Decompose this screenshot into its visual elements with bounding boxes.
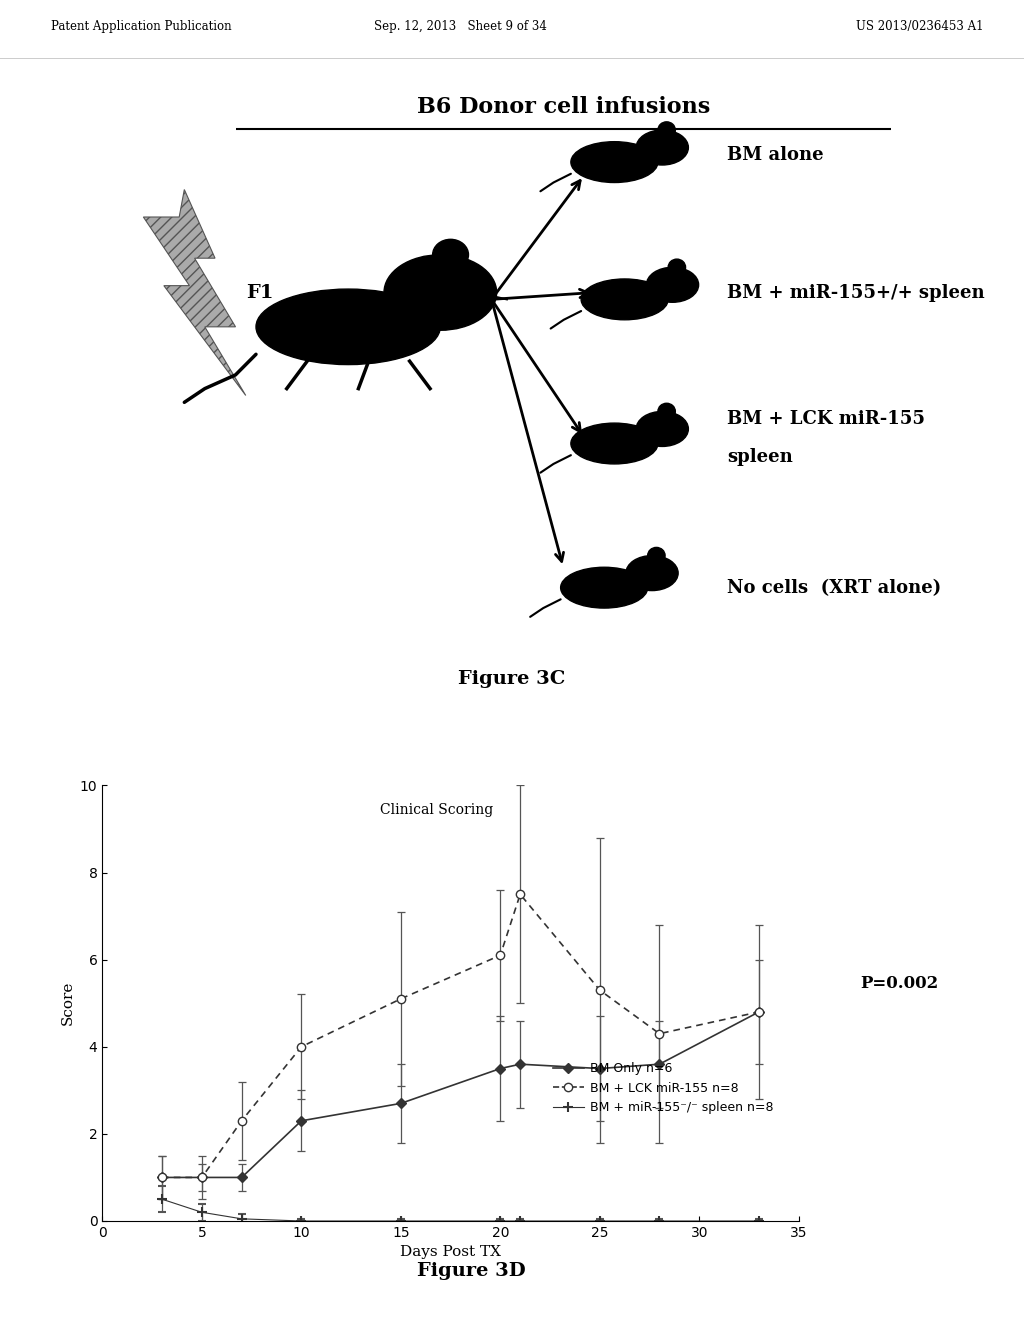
- Circle shape: [646, 267, 698, 302]
- Text: Patent Application Publication: Patent Application Publication: [51, 20, 231, 33]
- Ellipse shape: [657, 404, 675, 420]
- Text: BM + LCK miR-155: BM + LCK miR-155: [727, 411, 925, 429]
- Text: No cells  (XRT alone): No cells (XRT alone): [727, 578, 941, 597]
- Y-axis label: Score: Score: [60, 981, 75, 1026]
- Circle shape: [626, 556, 678, 590]
- Ellipse shape: [668, 259, 685, 276]
- Circle shape: [636, 412, 688, 446]
- X-axis label: Days Post TX: Days Post TX: [400, 1245, 501, 1259]
- Ellipse shape: [571, 424, 658, 463]
- Text: BM alone: BM alone: [727, 147, 823, 164]
- Text: Figure 3C: Figure 3C: [459, 669, 565, 688]
- Polygon shape: [143, 190, 246, 396]
- Text: BM + miR-155+/+ spleen: BM + miR-155+/+ spleen: [727, 284, 985, 301]
- Text: spleen: spleen: [727, 449, 793, 466]
- Circle shape: [384, 255, 497, 330]
- Text: B6 Donor cell infusions: B6 Donor cell infusions: [417, 96, 710, 119]
- Text: P=0.002: P=0.002: [860, 975, 938, 991]
- Legend: BM Only n=6, BM + LCK miR-155 n=8, BM + miR-155⁻/⁻ spleen n=8: BM Only n=6, BM + LCK miR-155 n=8, BM + …: [548, 1057, 778, 1119]
- Ellipse shape: [432, 239, 469, 271]
- Circle shape: [636, 129, 688, 165]
- Ellipse shape: [657, 121, 675, 139]
- Ellipse shape: [256, 289, 440, 364]
- Text: Figure 3D: Figure 3D: [417, 1262, 525, 1280]
- Text: US 2013/0236453 A1: US 2013/0236453 A1: [855, 20, 983, 33]
- Text: Sep. 12, 2013   Sheet 9 of 34: Sep. 12, 2013 Sheet 9 of 34: [375, 20, 547, 33]
- Ellipse shape: [571, 141, 658, 182]
- Text: Clinical Scoring: Clinical Scoring: [380, 803, 494, 817]
- Text: F1: F1: [246, 284, 273, 301]
- Ellipse shape: [582, 279, 668, 319]
- Ellipse shape: [561, 568, 647, 609]
- Ellipse shape: [647, 548, 665, 564]
